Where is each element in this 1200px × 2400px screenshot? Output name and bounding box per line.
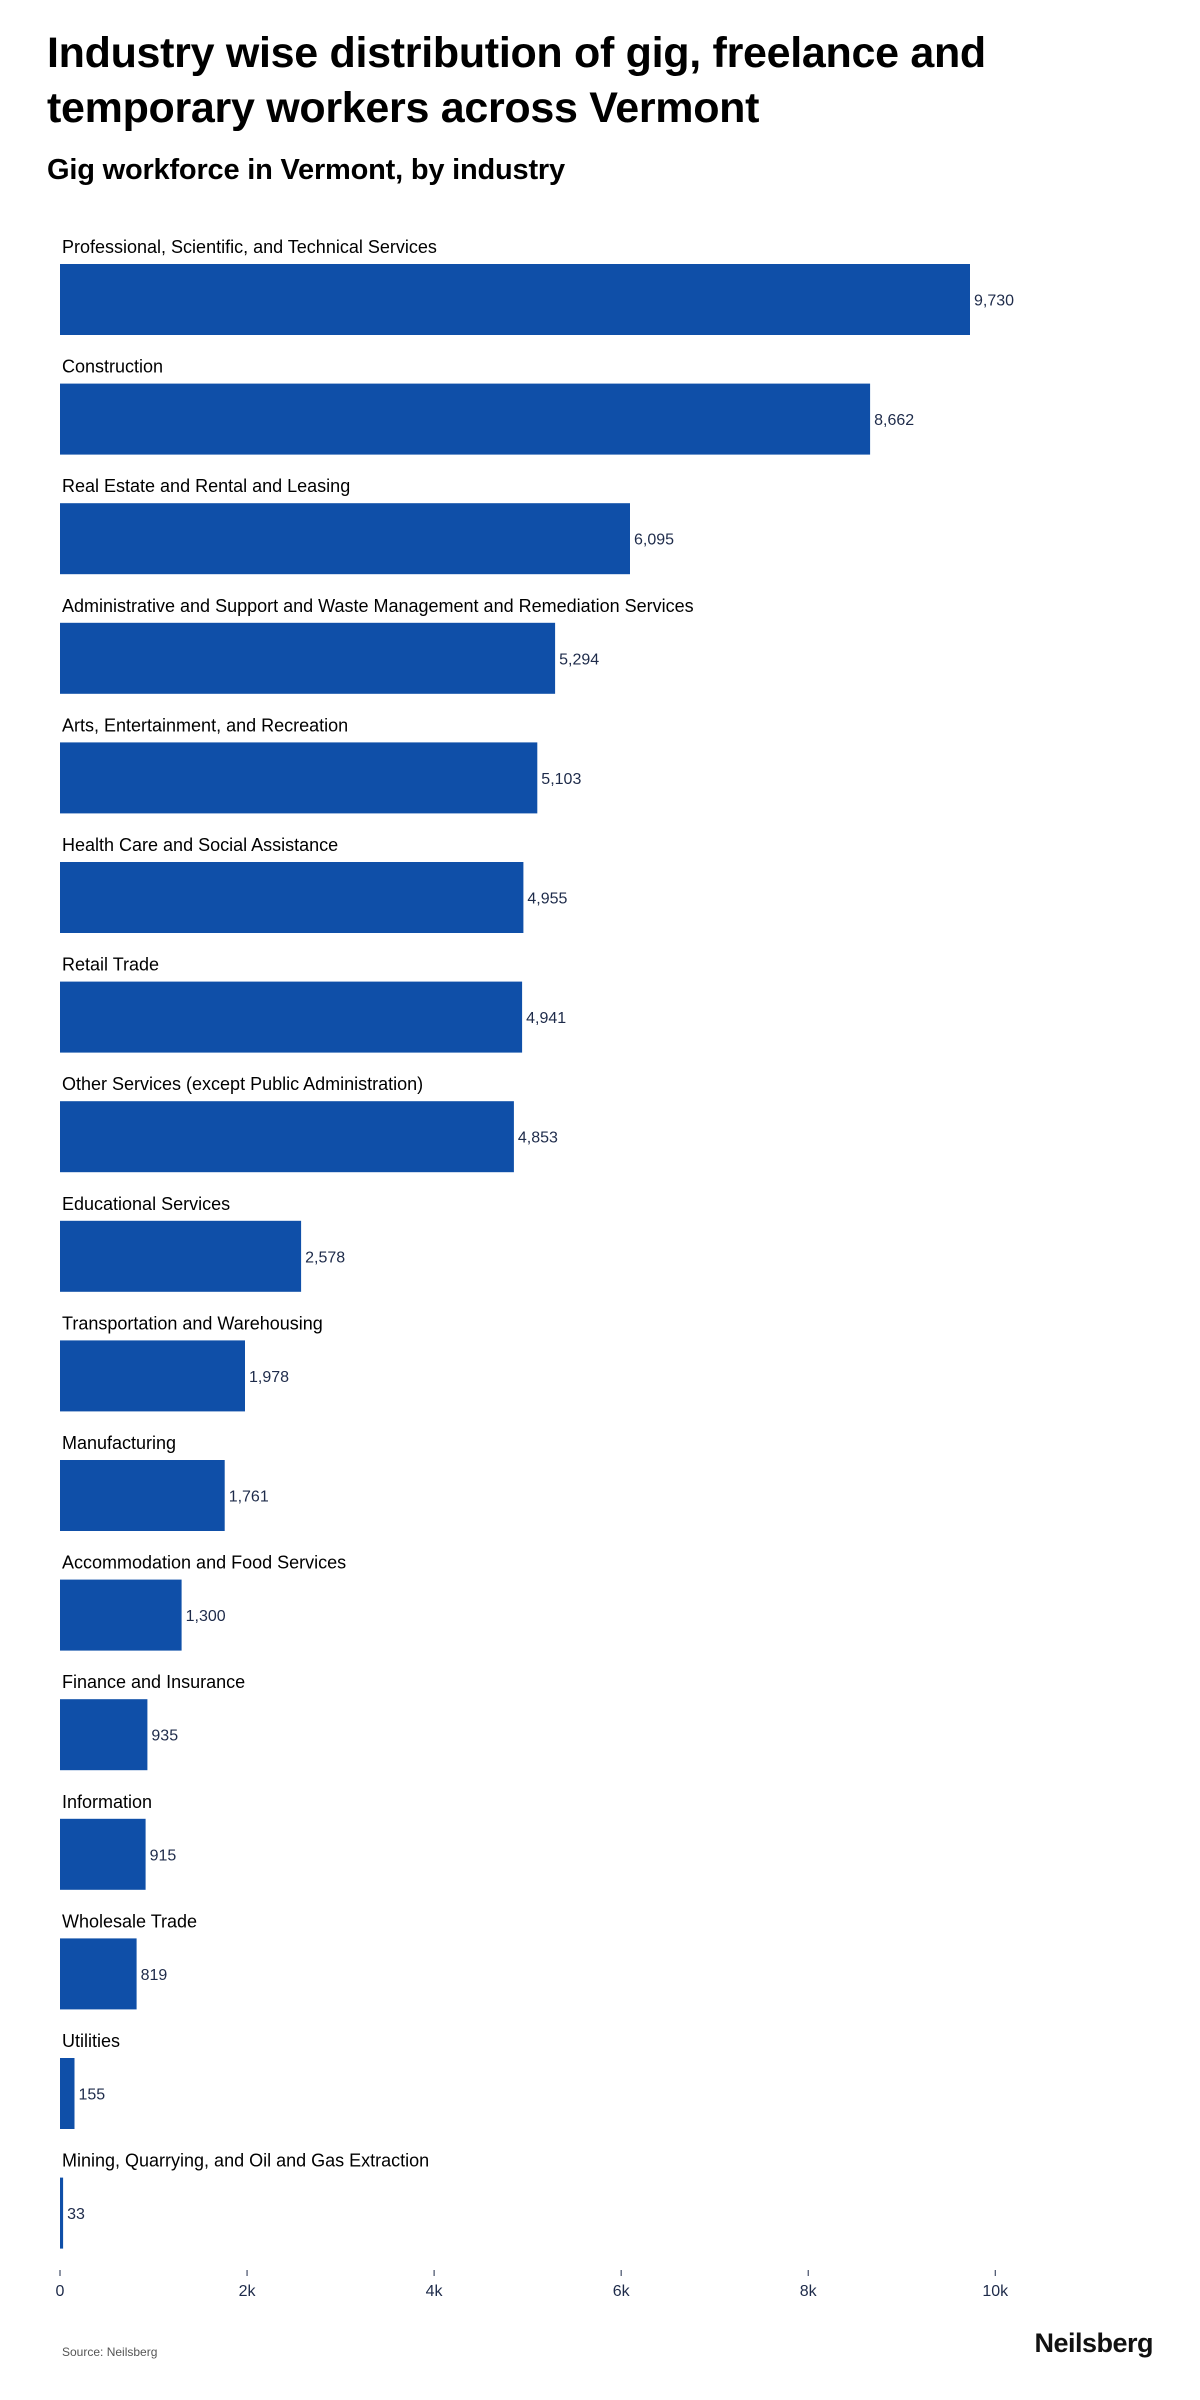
value-label: 9,730 [974, 293, 1014, 310]
value-label: 4,955 [527, 891, 567, 908]
value-label: 935 [151, 1728, 178, 1745]
category-label: Administrative and Support and Waste Man… [62, 596, 694, 616]
value-label: 1,300 [186, 1608, 226, 1625]
chart-subtitle: Gig workforce in Vermont, by industry [47, 154, 565, 186]
bar [60, 2058, 75, 2129]
source-note: Source: Neilsberg [62, 2345, 158, 2359]
category-label: Utilities [62, 2031, 120, 2051]
category-label: Mining, Quarrying, and Oil and Gas Extra… [62, 2151, 429, 2171]
bar [60, 1101, 514, 1173]
category-label: Construction [62, 357, 163, 377]
category-label: Wholesale Trade [62, 1911, 197, 1931]
category-label: Transportation and Warehousing [62, 1313, 323, 1333]
value-label: 5,103 [541, 771, 581, 788]
value-label: 6,095 [634, 532, 674, 549]
bar [60, 1818, 146, 1890]
bar [60, 1699, 148, 1771]
value-label: 155 [79, 2087, 106, 2104]
bar [60, 1340, 245, 1412]
bar [60, 1460, 225, 1531]
value-label: 819 [141, 1967, 168, 1984]
bar [60, 1938, 137, 2010]
value-label: 33 [67, 2206, 85, 2223]
value-label: 1,978 [249, 1369, 289, 1386]
bar [60, 1220, 302, 1292]
bar [60, 2177, 64, 2249]
category-label: Health Care and Social Assistance [62, 835, 338, 855]
x-tick-label: 2k [239, 2283, 257, 2300]
x-tick-label: 6k [613, 2283, 631, 2300]
value-label: 5,294 [559, 651, 599, 668]
value-label: 2,578 [305, 1249, 345, 1266]
bar [60, 622, 556, 694]
category-label: Manufacturing [62, 1433, 176, 1453]
category-label: Other Services (except Public Administra… [62, 1074, 423, 1094]
value-label: 915 [150, 1847, 177, 1864]
category-label: Educational Services [62, 1194, 230, 1214]
category-label: Arts, Entertainment, and Recreation [62, 715, 348, 735]
category-label: Information [62, 1792, 152, 1812]
neilsberg-logo: Neilsberg [1034, 2328, 1153, 2358]
category-label: Finance and Insurance [62, 1672, 245, 1692]
chart-title: Industry wise distribution of gig, freel… [47, 29, 986, 132]
value-label: 8,662 [874, 412, 914, 429]
category-label: Retail Trade [62, 955, 159, 975]
bar [60, 862, 524, 933]
bar [60, 981, 523, 1053]
bar [60, 1579, 182, 1651]
bar-chart: Professional, Scientific, and Technical … [56, 237, 1015, 2300]
category-label: Real Estate and Rental and Leasing [62, 476, 350, 496]
bar [60, 383, 871, 455]
x-tick-label: 0 [56, 2283, 65, 2300]
value-label: 4,941 [526, 1010, 566, 1027]
bar [60, 264, 970, 335]
bar [60, 742, 538, 814]
value-label: 1,761 [229, 1489, 269, 1506]
bar [60, 503, 630, 575]
category-label: Accommodation and Food Services [62, 1553, 346, 1573]
x-tick-label: 8k [800, 2283, 818, 2300]
category-label: Professional, Scientific, and Technical … [62, 237, 437, 257]
x-tick-label: 4k [426, 2283, 444, 2300]
value-label: 4,853 [518, 1130, 558, 1147]
x-tick-label: 10k [982, 2283, 1009, 2300]
